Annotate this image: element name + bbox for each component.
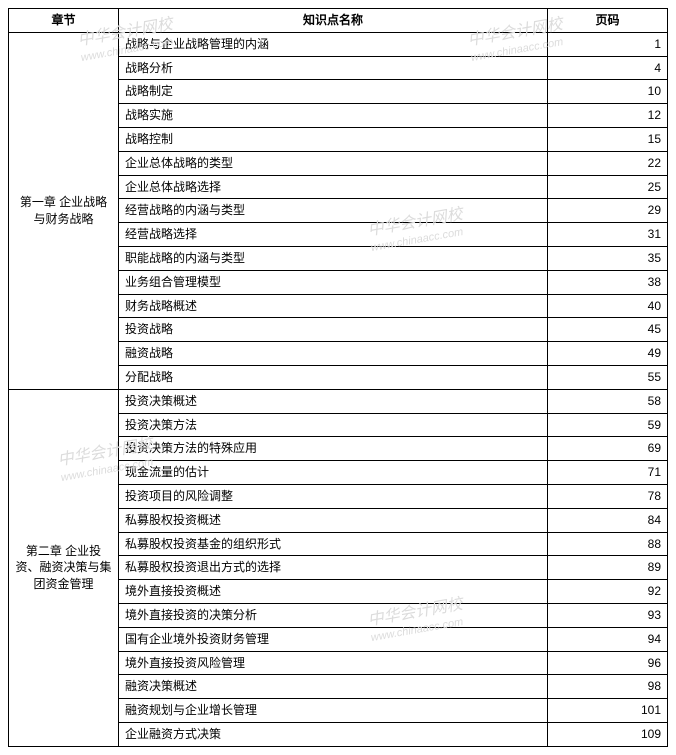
page-cell: 69 [548,437,668,461]
page-cell: 38 [548,270,668,294]
page-cell: 25 [548,175,668,199]
topic-cell: 投资决策概述 [119,389,548,413]
page-cell: 101 [548,699,668,723]
topic-cell: 企业总体战略的类型 [119,151,548,175]
toc-table: 章节 知识点名称 页码 第一章 企业战略与财务战略战略与企业战略管理的内涵1战略… [8,8,668,747]
page-cell: 92 [548,580,668,604]
topic-cell: 融资战略 [119,342,548,366]
topic-cell: 融资规划与企业增长管理 [119,699,548,723]
topic-cell: 经营战略的内涵与类型 [119,199,548,223]
header-chapter: 章节 [9,9,119,33]
topic-cell: 职能战略的内涵与类型 [119,246,548,270]
page-cell: 1 [548,32,668,56]
page-cell: 45 [548,318,668,342]
page-cell: 59 [548,413,668,437]
page-cell: 10 [548,80,668,104]
topic-cell: 境外直接投资的决策分析 [119,603,548,627]
page-cell: 109 [548,722,668,746]
topic-cell: 经营战略选择 [119,223,548,247]
page-cell: 55 [548,365,668,389]
page-cell: 89 [548,556,668,580]
page-cell: 88 [548,532,668,556]
topic-cell: 投资战略 [119,318,548,342]
page-cell: 84 [548,508,668,532]
topic-cell: 分配战略 [119,365,548,389]
chapter-cell: 第一章 企业战略与财务战略 [9,32,119,389]
page-cell: 12 [548,104,668,128]
page-cell: 98 [548,675,668,699]
page-cell: 78 [548,484,668,508]
page-cell: 49 [548,342,668,366]
topic-cell: 私募股权投资基金的组织形式 [119,532,548,556]
page-cell: 96 [548,651,668,675]
topic-cell: 财务战略概述 [119,294,548,318]
table-row: 第二章 企业投资、融资决策与集团资金管理投资决策概述58 [9,389,668,413]
page-cell: 94 [548,627,668,651]
table-row: 第一章 企业战略与财务战略战略与企业战略管理的内涵1 [9,32,668,56]
page-cell: 40 [548,294,668,318]
chapter-cell: 第二章 企业投资、融资决策与集团资金管理 [9,389,119,746]
topic-cell: 国有企业境外投资财务管理 [119,627,548,651]
topic-cell: 企业总体战略选择 [119,175,548,199]
page-cell: 22 [548,151,668,175]
header-row: 章节 知识点名称 页码 [9,9,668,33]
topic-cell: 战略实施 [119,104,548,128]
topic-cell: 融资决策概述 [119,675,548,699]
page-cell: 35 [548,246,668,270]
topic-cell: 战略与企业战略管理的内涵 [119,32,548,56]
page-cell: 58 [548,389,668,413]
header-page: 页码 [548,9,668,33]
page-cell: 31 [548,223,668,247]
page-cell: 93 [548,603,668,627]
page-cell: 29 [548,199,668,223]
topic-cell: 境外直接投资概述 [119,580,548,604]
page-cell: 15 [548,127,668,151]
topic-cell: 投资决策方法 [119,413,548,437]
topic-cell: 私募股权投资概述 [119,508,548,532]
topic-cell: 战略控制 [119,127,548,151]
topic-cell: 战略分析 [119,56,548,80]
topic-cell: 投资项目的风险调整 [119,484,548,508]
page-wrap: 章节 知识点名称 页码 第一章 企业战略与财务战略战略与企业战略管理的内涵1战略… [8,8,668,747]
topic-cell: 企业融资方式决策 [119,722,548,746]
topic-cell: 投资决策方法的特殊应用 [119,437,548,461]
topic-cell: 现金流量的估计 [119,461,548,485]
topic-cell: 业务组合管理模型 [119,270,548,294]
topic-cell: 战略制定 [119,80,548,104]
page-cell: 4 [548,56,668,80]
header-topic: 知识点名称 [119,9,548,33]
page-cell: 71 [548,461,668,485]
topic-cell: 境外直接投资风险管理 [119,651,548,675]
topic-cell: 私募股权投资退出方式的选择 [119,556,548,580]
